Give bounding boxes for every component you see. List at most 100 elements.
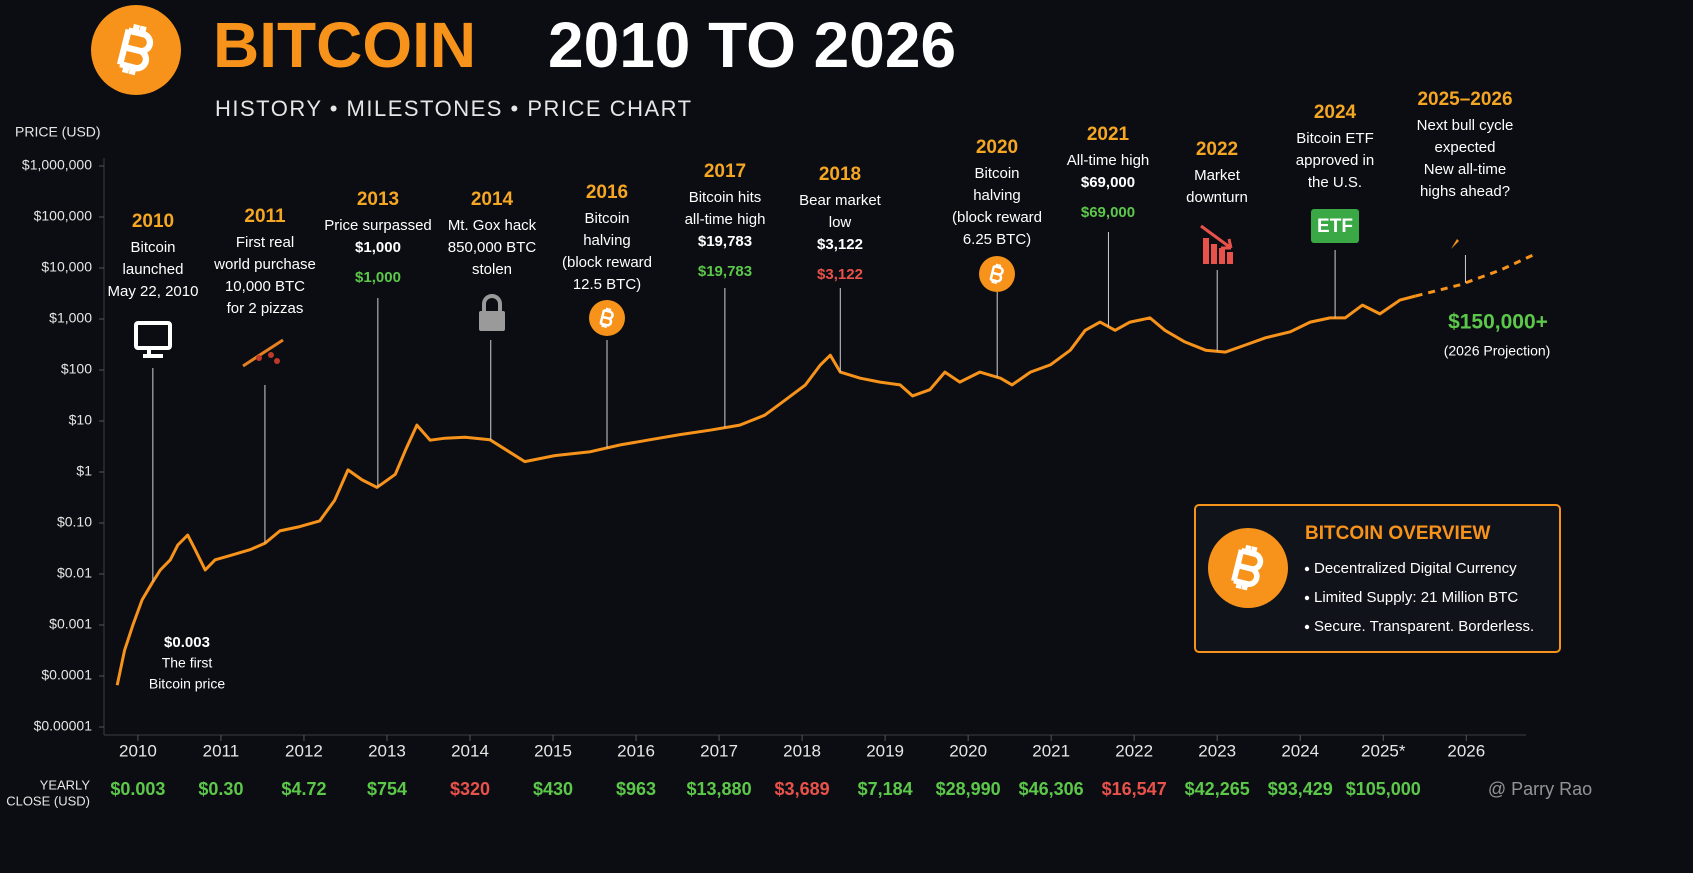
annotation-text: 10,000 BTC	[225, 278, 305, 295]
overview-box	[1194, 504, 1561, 653]
y-tick-label: $100	[61, 361, 92, 377]
etf-badge-label: ETF	[1317, 216, 1353, 237]
pizza-topping	[268, 352, 274, 358]
yearly-close-value: $430	[533, 779, 573, 799]
subtitle: HISTORY • MILESTONES • PRICE CHART	[215, 96, 693, 121]
annotation-price: $19,783	[698, 263, 752, 280]
price-line	[115, 294, 1416, 686]
annotation-text: (block reward	[562, 254, 652, 271]
monitor-stand	[143, 349, 163, 358]
annotation-text: Bear market	[799, 192, 882, 209]
yearly-close-value: $963	[616, 779, 656, 799]
coin-symbol	[599, 307, 614, 329]
yearly-close-label: YEARLY	[40, 777, 91, 792]
pizza-icon	[242, 338, 284, 368]
annotation-text: all-time high	[685, 211, 766, 228]
annotation-year: 2010	[132, 211, 174, 232]
coin-symbol	[1231, 544, 1264, 591]
x-tick-label: 2017	[700, 741, 738, 760]
annotation-text: Bitcoin ETF	[1296, 130, 1374, 147]
y-tick-label: $10,000	[41, 259, 92, 275]
down-bar	[1203, 238, 1209, 264]
annotation-price: $69,000	[1081, 204, 1135, 221]
annotation-price: $1,000	[355, 269, 401, 286]
x-tick-label: 2019	[866, 741, 904, 760]
annotation-year: 2014	[471, 189, 514, 210]
monitor-icon	[134, 321, 172, 350]
annotation-text: All-time high	[1067, 152, 1150, 169]
title-highlight: BITCOIN	[213, 9, 476, 81]
annotation-text: stolen	[472, 261, 512, 278]
annotation-text: $3,122	[817, 236, 863, 253]
yearly-close-value: $0.30	[198, 779, 243, 799]
annotation-text: Bitcoin hits	[689, 189, 762, 206]
annotation-year: 2024	[1314, 102, 1357, 123]
projection-note: (2026 Projection)	[1444, 343, 1551, 359]
annotation-text: Bitcoin	[974, 165, 1019, 182]
annotation-text: $19,783	[698, 233, 752, 250]
x-tick-label: 2024	[1281, 741, 1319, 760]
annotation-text: Market	[1194, 167, 1241, 184]
bullet	[1304, 595, 1310, 601]
annotation-year: 2017	[704, 161, 746, 182]
annotation-year: 2022	[1196, 139, 1238, 160]
annotation-text: 12.5 BTC)	[573, 276, 641, 293]
annotation-text: halving	[973, 187, 1021, 204]
annotation-text: launched	[123, 261, 184, 278]
title: 2010 TO 2026	[548, 9, 956, 81]
annotation-text: for 2 pizzas	[227, 300, 304, 317]
watermark: @ Parry Rao	[1488, 779, 1592, 799]
x-tick-label: 2023	[1198, 741, 1236, 760]
y-tick-label: $1	[76, 463, 92, 479]
y-tick-label: $0.01	[57, 565, 92, 581]
x-tick-label: 2018	[783, 741, 821, 760]
annotation-text: Bitcoin	[130, 239, 175, 256]
x-tick-label: 2015	[534, 741, 572, 760]
lock-icon	[479, 311, 505, 331]
y-tick-label: $0.00001	[34, 718, 93, 734]
annotation-year: 2011	[244, 206, 286, 227]
y-tick-label: $0.0001	[41, 667, 92, 683]
annotation-text: 850,000 BTC	[448, 239, 537, 256]
annotation-year: 2025–2026	[1417, 89, 1512, 110]
yearly-close-value: $16,547	[1102, 779, 1167, 799]
overview-item: Decentralized Digital Currency	[1314, 560, 1517, 577]
yearly-close-value: $46,306	[1019, 779, 1084, 799]
first-price-note: The first	[162, 655, 213, 671]
x-tick-label: 2026	[1447, 741, 1485, 760]
pizza-topping	[274, 358, 280, 364]
y-tick-label: $10	[69, 412, 93, 428]
yearly-close-value: $28,990	[936, 779, 1001, 799]
x-tick-label: 2020	[949, 741, 987, 760]
annotation-text: New all-time	[1424, 161, 1507, 178]
y-axis-title: PRICE (USD)	[15, 124, 101, 140]
lock-shackle	[482, 294, 502, 312]
x-tick-label: 2012	[285, 741, 323, 760]
x-tick-label: 2022	[1115, 741, 1153, 760]
annotation-text: Price surpassed	[324, 217, 432, 234]
annotation-year: 2013	[357, 189, 399, 210]
pizza-topping	[256, 355, 262, 361]
y-tick-label: $100,000	[34, 208, 93, 224]
annotation-text: 6.25 BTC)	[963, 231, 1031, 248]
x-tick-label: 2016	[617, 741, 655, 760]
down-arrow	[1200, 224, 1233, 250]
y-tick-label: $1,000	[49, 310, 92, 326]
annotation-text: First real	[236, 234, 294, 251]
annotation-text: downturn	[1186, 189, 1248, 206]
yearly-close-value: $0.003	[110, 779, 165, 799]
annotation-text: halving	[583, 232, 631, 249]
yearly-close-value: $42,265	[1185, 779, 1250, 799]
x-tick-label: 2010	[119, 741, 157, 760]
yearly-close-value: $13,880	[687, 779, 752, 799]
coin-symbol	[116, 23, 154, 76]
yearly-close-value: $754	[367, 779, 407, 799]
annotation-year: 2021	[1087, 124, 1130, 145]
yearly-close-value: $3,689	[775, 779, 830, 799]
projection-value: $150,000+	[1448, 311, 1548, 334]
overview-item: Limited Supply: 21 Million BTC	[1314, 589, 1518, 606]
annotation-text: world purchase	[213, 256, 316, 273]
coin-symbol	[989, 263, 1004, 285]
annotation-text: Next bull cycle	[1417, 117, 1514, 134]
